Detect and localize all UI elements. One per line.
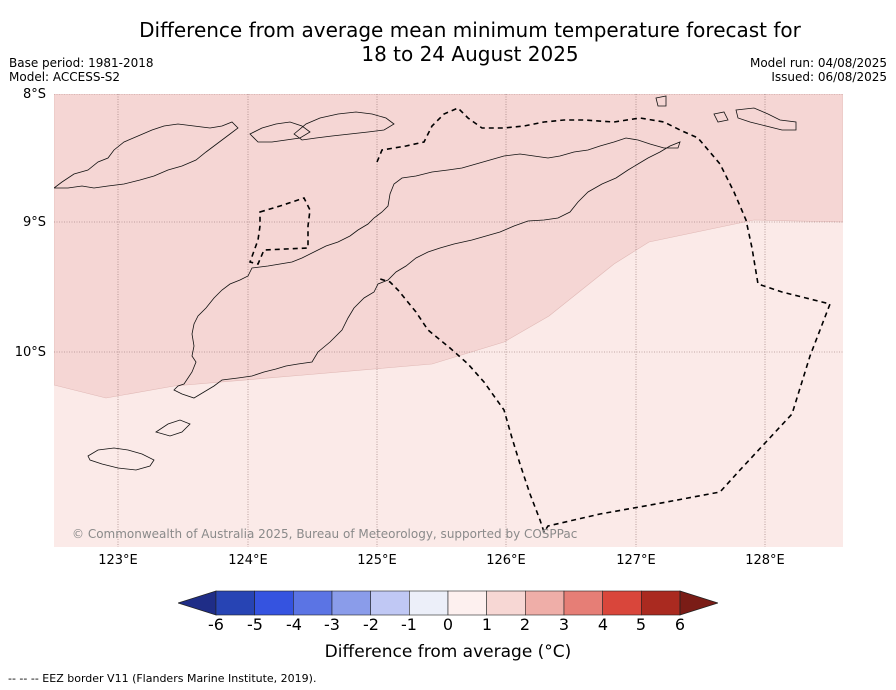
copyright-text: © Commonwealth of Australia 2025, Bureau… [72, 527, 578, 541]
colorbar-cell [370, 590, 410, 616]
small-island-north [655, 95, 667, 107]
map-title: Difference from average mean minimum tem… [0, 18, 896, 66]
colorbar-cell [641, 590, 681, 616]
map-area [54, 94, 843, 547]
lon-label-124e: 124°E [228, 553, 268, 568]
colorbar-cell [254, 590, 294, 616]
colorbar-cell [563, 590, 603, 616]
lat-label-8s: 8°S [22, 87, 46, 102]
lat-label-9s: 9°S [22, 215, 46, 230]
issued-text: Issued: 06/08/2025 [771, 70, 887, 84]
lon-label-123e: 123°E [98, 553, 138, 568]
colorbar-tick-label: -6 [208, 615, 224, 634]
eez-border-main [376, 107, 832, 534]
lon-label-127e: 127°E [616, 553, 656, 568]
alor-island-coastline [249, 121, 311, 143]
colorbar-cell [293, 590, 333, 616]
lon-label-128e: 128°E [745, 553, 785, 568]
lon-label-125e: 125°E [357, 553, 397, 568]
eez-footnote: -- -- -- EEZ border V11 (Flanders Marine… [8, 672, 317, 685]
colorbar-cell [602, 590, 642, 616]
small-island-northeast [713, 111, 729, 123]
sawu-island-coastline [87, 447, 155, 471]
colorbar-cell [331, 590, 371, 616]
model-run-text: Model run: 04/08/2025 [749, 56, 887, 70]
colorbar-tick-label: 6 [674, 615, 686, 634]
title-line-1: Difference from average mean minimum tem… [139, 18, 801, 42]
colorbar-low-arrow [178, 590, 217, 616]
colorbar-tick-label: 5 [635, 615, 647, 634]
colorbar-cell [409, 590, 449, 616]
colorbar-tick-label: -4 [286, 615, 302, 634]
northeast-island-coastline [735, 107, 797, 131]
colorbar-cell [215, 590, 255, 616]
colorbar-tick-label: 2 [519, 615, 531, 634]
timor-island-coastline [173, 137, 681, 399]
lon-label-126e: 126°E [486, 553, 526, 568]
colorbar-tick-label: 3 [558, 615, 570, 634]
eez-border [248, 107, 832, 534]
wetar-island-coastline [293, 111, 395, 141]
colorbar [178, 590, 718, 616]
colorbar-tick-label: -1 [401, 615, 417, 634]
colorbar-cell [486, 590, 526, 616]
title-line-2: 18 to 24 August 2025 [361, 42, 579, 66]
lat-label-10s: 10°S [14, 345, 46, 360]
colorbar-tick-label: -5 [247, 615, 263, 634]
base-period-text: Base period: 1981-2018 [9, 56, 154, 70]
meta-left: Base period: 1981-2018 Model: ACCESS-S2 [9, 56, 154, 84]
colorbar-tick-label: -2 [363, 615, 379, 634]
model-text: Model: ACCESS-S2 [9, 70, 121, 84]
rote-island-coastline [155, 419, 191, 437]
colorbar-tick-label: 0 [442, 615, 454, 634]
colorbar-tick-label: 1 [481, 615, 493, 634]
colorbar-cell [447, 590, 487, 616]
colorbar-cell [525, 590, 565, 616]
colorbar-tick-label: 4 [597, 615, 609, 634]
colorbar-high-arrow [679, 590, 718, 616]
grid-lines [54, 94, 843, 547]
coastlines [54, 95, 797, 471]
anomaly-region [54, 94, 843, 399]
eez-border-enclave [248, 197, 311, 265]
flores-island-coastline [54, 121, 239, 189]
colorbar-label: Difference from average (°C) [324, 642, 572, 662]
meta-right: Model run: 04/08/2025 Issued: 06/08/2025 [750, 56, 887, 84]
colorbar-tick-label: -3 [324, 615, 340, 634]
